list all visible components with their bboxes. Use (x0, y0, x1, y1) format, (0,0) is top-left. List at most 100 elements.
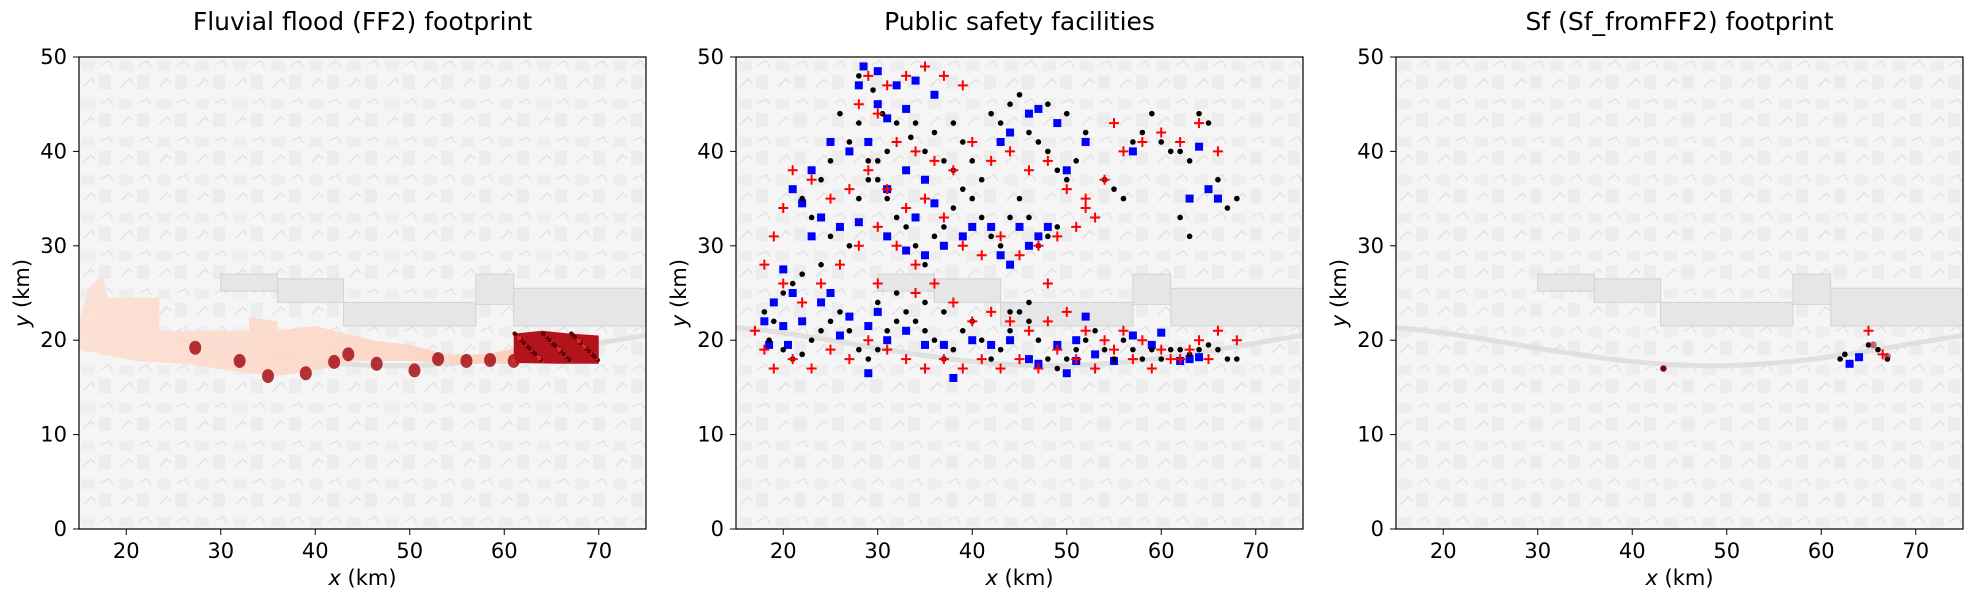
facility-plus-marker (1061, 184, 1072, 195)
x-tick-label: 40 (959, 539, 986, 563)
facility-dot-marker (997, 346, 1004, 353)
facility-dot-marker (912, 243, 919, 249)
facility-square-marker (1006, 260, 1015, 269)
facility-square-marker (788, 185, 797, 194)
facility-square-marker (1081, 312, 1090, 321)
facility-plus-marker (787, 165, 798, 176)
flood-intensity-spot (408, 363, 421, 378)
sf-square-marker (1845, 359, 1854, 368)
flood-intensity-speckle (587, 349, 592, 354)
infrastructure-block (1660, 301, 1794, 327)
facility-dot-marker (1120, 337, 1127, 344)
sf-footprint-speck (1883, 352, 1891, 360)
plot-area: 20 30 40 50 60 70 0 10 20 30 40 50 (1357, 45, 1964, 563)
facility-plus-marker (891, 240, 902, 251)
facility-dot-marker (893, 318, 900, 325)
facility-dot-marker (1120, 195, 1127, 202)
y-tick-label: 30 (1357, 234, 1384, 258)
facility-dot-marker (893, 290, 900, 296)
facility-plus-marker (1156, 127, 1167, 138)
facility-dot-marker (960, 139, 966, 145)
facility-plus-marker (976, 354, 987, 365)
plot-area: 20 30 40 50 60 70 0 10 20 30 40 50 (697, 45, 1304, 563)
facility-dot-marker (1130, 139, 1136, 145)
facility-plus-marker (1156, 344, 1167, 355)
facility-square-marker (1024, 355, 1033, 364)
facility-dot-marker (1045, 356, 1051, 362)
facility-plus-marker (863, 70, 874, 81)
facility-plus-marker (1061, 306, 1072, 317)
facility-plus-marker (863, 165, 874, 176)
facility-dot-marker (988, 233, 994, 240)
infrastructure-block (513, 287, 647, 327)
facility-dot-marker (1234, 195, 1240, 202)
facility-dot-marker (1177, 214, 1183, 221)
x-tick-label: 60 (491, 539, 518, 563)
facility-dot-marker (931, 129, 938, 136)
facility-square-marker (902, 246, 911, 255)
facility-plus-marker (1194, 335, 1205, 346)
sf-square-marker (1855, 353, 1864, 362)
facility-dot-marker (1130, 346, 1136, 353)
facility-plus-marker (768, 231, 779, 242)
facility-dot-marker (997, 120, 1004, 126)
panel-title: Sf (Sf_fromFF2) footprint (1525, 7, 1833, 36)
facility-plus-marker (1099, 335, 1110, 346)
facility-dot-marker (1215, 346, 1221, 353)
facility-square-marker (1072, 336, 1081, 345)
facility-dot-marker (856, 120, 862, 126)
facility-dot-marker (1073, 346, 1079, 353)
facility-plus-marker (957, 240, 968, 251)
flood-footprint-panel: Fluvial flood (FF2) footprint 20 30 40 50 60… (10, 7, 647, 590)
flood-intensity-speckle (512, 331, 517, 336)
facility-square-marker (1024, 241, 1033, 250)
facility-dot-marker (1045, 148, 1051, 155)
flood-intensity-speckle (591, 354, 597, 359)
facility-dot-marker (1054, 224, 1061, 230)
facility-plus-marker (920, 61, 930, 72)
facility-dot-marker (1007, 327, 1013, 334)
facility-dot-marker (1224, 356, 1231, 362)
x-axis-label: x (km) (984, 566, 1053, 590)
facility-plus-marker (882, 184, 893, 195)
facility-dot-marker (837, 309, 843, 315)
facility-dot-marker (1063, 110, 1070, 117)
facility-plus-marker (1109, 118, 1119, 129)
x-tick-label: 20 (770, 539, 797, 563)
facility-dot-marker (1045, 233, 1051, 240)
facility-dot-marker (1007, 214, 1013, 221)
facility-dot-marker (808, 337, 815, 344)
facility-dot-marker (978, 214, 985, 221)
axes-frame (735, 56, 1304, 530)
facility-square-marker (996, 251, 1005, 260)
flood-intensity-speckle (576, 338, 582, 344)
flood-intensity-spot (484, 353, 497, 368)
facility-plus-marker (1080, 325, 1091, 336)
facility-dot-marker (1177, 148, 1183, 155)
facility-square-marker (779, 265, 788, 274)
facility-plus-marker (816, 278, 827, 289)
panel-title: Public safety facilities (884, 7, 1155, 36)
facility-square-marker (987, 222, 996, 231)
x-tick-label: 70 (1242, 539, 1269, 563)
flood-intensity-speckle (541, 332, 547, 337)
x-tick-label: 30 (1524, 539, 1551, 563)
y-tick-label: 30 (40, 234, 67, 258)
facility-plus-marker (957, 363, 968, 374)
y-tick-label: 20 (40, 328, 67, 352)
facility-square-marker (911, 76, 920, 85)
y-axis-label: y (km) (1327, 259, 1351, 328)
infrastructure-block (877, 273, 935, 292)
facility-plus-marker (759, 344, 770, 355)
x-tick-label: 70 (585, 539, 612, 563)
sf-dot-marker (1865, 342, 1872, 348)
facility-square-marker (930, 90, 939, 99)
x-axis-label: x (km) (327, 566, 396, 590)
flood-intensity-speckle (511, 358, 516, 364)
facility-square-marker (883, 232, 892, 241)
facility-dot-marker (827, 233, 834, 240)
x-tick-label: 60 (1808, 539, 1835, 563)
axes-frame (1395, 56, 1964, 530)
facility-square-marker (769, 298, 778, 307)
facility-dot-marker (1215, 176, 1221, 183)
